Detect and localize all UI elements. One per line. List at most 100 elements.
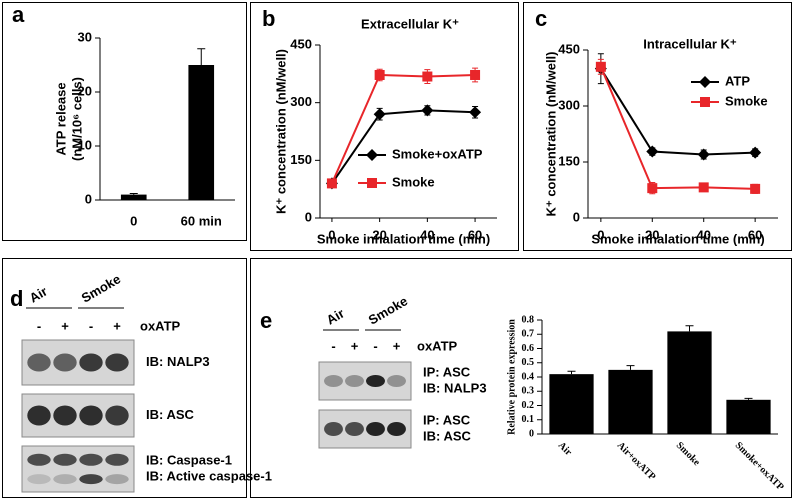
marker bbox=[470, 69, 481, 80]
treatment-label: oxATP bbox=[417, 338, 458, 353]
panel-box bbox=[2, 2, 247, 241]
y-axis-label: K⁺ concentration (nM/well) bbox=[543, 51, 558, 216]
x-axis-label: Smoke inhalation time (min) bbox=[591, 231, 764, 246]
y-tick-label: 0.2 bbox=[522, 400, 535, 411]
x-tick-label: 0 bbox=[130, 213, 137, 228]
line bbox=[599, 66, 756, 190]
band bbox=[27, 453, 51, 466]
marker bbox=[749, 146, 762, 159]
probe-label: IB: ASC bbox=[146, 407, 195, 422]
y-tick-label: 30 bbox=[78, 29, 92, 44]
band bbox=[387, 375, 406, 387]
error-bar bbox=[626, 365, 635, 370]
error-bar bbox=[744, 397, 753, 400]
y-tick-label: 0 bbox=[305, 209, 312, 224]
line bbox=[600, 68, 756, 156]
marker bbox=[422, 71, 433, 82]
band bbox=[387, 422, 406, 436]
y-tick-label: 0.5 bbox=[522, 357, 535, 368]
band bbox=[105, 405, 129, 426]
band bbox=[53, 405, 77, 426]
y-tick-label: 150 bbox=[290, 152, 312, 167]
y-tick-label: 0 bbox=[573, 209, 580, 224]
y-axis-label: Relative protein expression bbox=[506, 319, 517, 435]
marker bbox=[326, 178, 337, 189]
marker bbox=[698, 182, 709, 193]
x-tick-label: 60 min bbox=[181, 213, 222, 228]
bar bbox=[726, 399, 771, 434]
error-bar bbox=[685, 325, 694, 332]
bar bbox=[608, 369, 653, 434]
panel-box bbox=[250, 258, 792, 498]
band bbox=[79, 405, 103, 426]
treatment-sign: - bbox=[37, 318, 41, 333]
legend-label: ATP bbox=[725, 73, 750, 88]
marker bbox=[647, 183, 658, 194]
y-tick-label: 150 bbox=[558, 153, 580, 168]
legend-marker bbox=[366, 149, 378, 161]
group-label: Air bbox=[324, 306, 347, 328]
chart-title: Intracellular K⁺ bbox=[643, 36, 737, 51]
y-tick-label: 0.1 bbox=[522, 414, 535, 425]
x-tick-label: 0 bbox=[597, 227, 604, 242]
legend-marker bbox=[700, 97, 710, 107]
y-tick-label: 450 bbox=[290, 36, 312, 51]
treatment-label: oxATP bbox=[140, 318, 181, 333]
band bbox=[345, 375, 364, 387]
marker bbox=[595, 61, 606, 72]
legend-label: Smoke bbox=[392, 174, 435, 189]
x-tick-label: 60 bbox=[468, 227, 482, 242]
marker bbox=[750, 183, 761, 194]
y-axis-label: ATP release bbox=[53, 82, 68, 155]
line bbox=[331, 109, 476, 184]
marker bbox=[374, 69, 385, 80]
treatment-sign: + bbox=[61, 318, 69, 333]
bar bbox=[549, 374, 594, 434]
y-tick-label: 0 bbox=[529, 428, 534, 439]
probe-label: IB: Caspase-1 bbox=[146, 452, 232, 467]
x-tick-label: Smoke+oxATP bbox=[733, 440, 786, 493]
band bbox=[105, 353, 129, 372]
band bbox=[345, 422, 364, 436]
x-tick-label: 20 bbox=[645, 227, 659, 242]
y-tick-label: 0.4 bbox=[522, 371, 535, 382]
panel-label: c bbox=[535, 6, 547, 31]
bar bbox=[120, 194, 147, 200]
y-tick-label: 0 bbox=[85, 191, 92, 206]
legend-marker bbox=[367, 178, 377, 188]
y-tick-label: 300 bbox=[290, 94, 312, 109]
treatment-sign: + bbox=[113, 318, 121, 333]
band bbox=[53, 474, 77, 485]
y-tick-label: 450 bbox=[558, 41, 580, 56]
panel-label: d bbox=[10, 286, 23, 311]
band bbox=[53, 353, 77, 372]
band bbox=[53, 453, 77, 466]
y-axis-label: (nM/10⁶ cells) bbox=[69, 77, 84, 161]
line bbox=[331, 73, 476, 184]
y-tick-label: 0.3 bbox=[522, 386, 535, 397]
band bbox=[366, 375, 385, 387]
panel-box bbox=[2, 258, 247, 498]
panel-label: a bbox=[12, 2, 25, 27]
y-tick-label: 10 bbox=[78, 137, 92, 152]
panel-label: b bbox=[262, 6, 275, 31]
x-tick-label: 20 bbox=[372, 227, 386, 242]
band bbox=[79, 353, 103, 372]
x-axis-label: Smoke inhalation time (min) bbox=[317, 231, 490, 246]
marker bbox=[697, 148, 710, 161]
group-label: Smoke bbox=[366, 293, 410, 327]
marker bbox=[469, 106, 482, 119]
probe-label: IB: Active caspase-1 bbox=[146, 468, 272, 483]
marker bbox=[373, 108, 386, 121]
y-tick-label: 0.7 bbox=[522, 329, 535, 340]
band bbox=[324, 422, 343, 436]
x-tick-label: 0 bbox=[328, 227, 335, 242]
x-tick-label: 40 bbox=[420, 227, 434, 242]
bar bbox=[667, 331, 712, 434]
legend-label: Smoke+oxATP bbox=[392, 146, 483, 161]
treatment-sign: + bbox=[351, 338, 359, 353]
probe-label: IB: ASC bbox=[423, 428, 472, 443]
chart-title: Extracellular K⁺ bbox=[361, 16, 459, 31]
error-bar bbox=[197, 48, 206, 65]
